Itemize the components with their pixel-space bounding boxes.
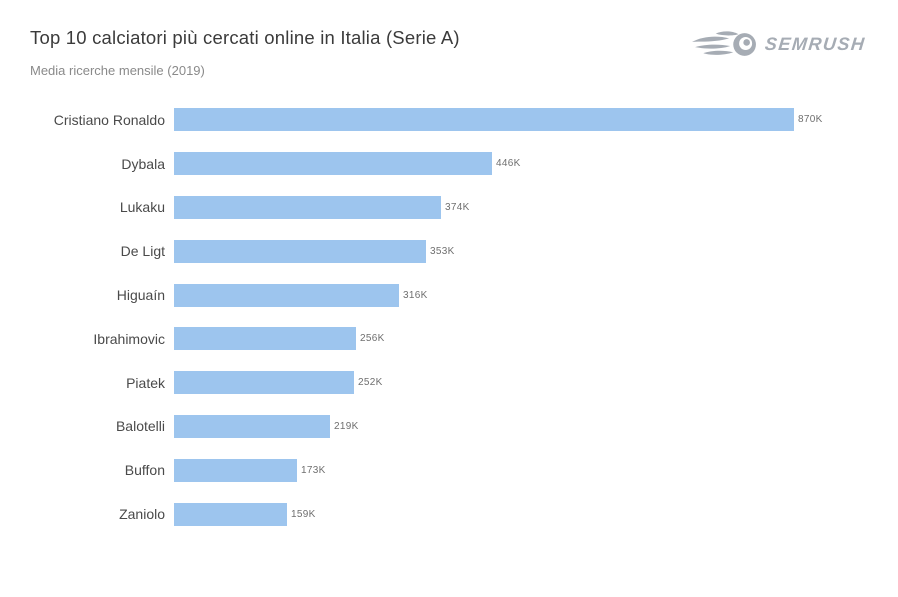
bar-track: 256K: [174, 327, 868, 351]
search-volume-value: 374K: [445, 201, 470, 213]
player-name-label: Balotelli: [115, 418, 165, 435]
player-name-label: Piatek: [126, 374, 165, 391]
semrush-wordmark: SEMRUSH: [764, 34, 868, 54]
search-volume-value: 173K: [301, 464, 326, 476]
chart-row: Higuaín 316K: [30, 273, 868, 317]
bar-track: 374K: [174, 195, 868, 219]
bar-track: 870K: [174, 108, 868, 132]
search-volume-bar: [174, 458, 297, 482]
search-volume-bar: [174, 152, 492, 176]
search-volume-value: 252K: [358, 377, 383, 389]
player-name-label: Ibrahimovic: [93, 330, 165, 347]
chart-title: Top 10 calciatori più cercati online in …: [30, 27, 460, 48]
player-name-label: Cristiano Ronaldo: [53, 111, 165, 128]
chart-row: Ibrahimovic 256K: [30, 317, 868, 361]
search-volume-value: 316K: [403, 289, 428, 301]
bar-track: 316K: [174, 283, 868, 307]
chart-row: Piatek 252K: [30, 361, 868, 405]
bar-track: 159K: [174, 502, 868, 526]
chart-row: Balotelli 219K: [30, 405, 868, 449]
bar-track: 446K: [174, 152, 868, 176]
player-name-label: Lukaku: [119, 199, 165, 216]
search-volume-value: 256K: [360, 333, 385, 345]
bar-chart: Cristiano Ronaldo 870K Dybala 446K Lukak…: [30, 98, 868, 536]
player-name-label: De Ligt: [120, 243, 165, 260]
search-volume-bar: [174, 283, 399, 307]
chart-row: Lukaku 374K: [30, 186, 868, 230]
bar-track: 173K: [174, 458, 868, 482]
player-name-label: Dybala: [121, 155, 165, 172]
player-name-label: Buffon: [124, 462, 165, 479]
search-volume-value: 353K: [430, 245, 455, 257]
semrush-logo: SEMRUSH: [692, 28, 868, 61]
chart-subtitle: Media ricerche mensile (2019): [30, 63, 205, 78]
bar-track: 219K: [174, 414, 868, 438]
search-volume-bar: [174, 108, 794, 132]
chart-row: Buffon 173K: [30, 448, 868, 492]
search-volume-value: 446K: [496, 158, 521, 170]
search-volume-bar: [174, 195, 441, 219]
search-volume-bar: [174, 371, 354, 395]
search-volume-bar: [174, 327, 356, 351]
search-volume-bar: [174, 414, 330, 438]
chart-row: Dybala 446K: [30, 142, 868, 186]
search-volume-bar: [174, 502, 287, 526]
player-name-label: Zaniolo: [119, 506, 165, 523]
player-name-label: Higuaín: [116, 287, 165, 304]
search-volume-bar: [174, 239, 426, 263]
search-volume-value: 870K: [798, 114, 823, 126]
bar-track: 252K: [174, 371, 868, 395]
chart-row: Zaniolo 159K: [30, 492, 868, 536]
bar-track: 353K: [174, 239, 868, 263]
semrush-flame-ball-icon: [692, 28, 758, 61]
search-volume-value: 219K: [334, 420, 359, 432]
search-volume-value: 159K: [291, 508, 316, 520]
chart-row: De Ligt 353K: [30, 229, 868, 273]
chart-row: Cristiano Ronaldo 870K: [30, 98, 868, 142]
